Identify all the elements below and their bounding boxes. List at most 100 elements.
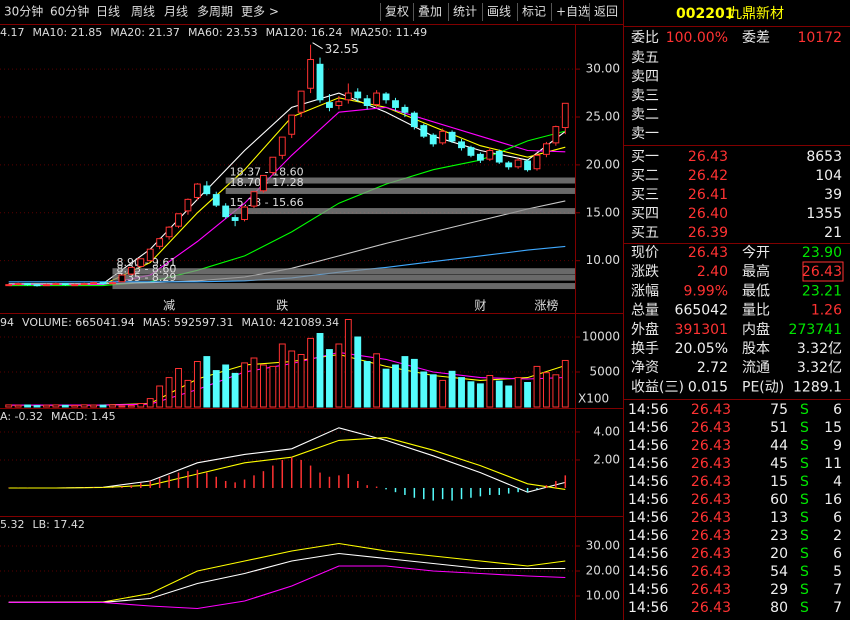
candle-body bbox=[61, 283, 69, 286]
bid-label: 买三 bbox=[631, 187, 659, 203]
toolbar-button[interactable]: +自选 bbox=[556, 5, 590, 19]
stat-value: 0.015 bbox=[688, 379, 728, 395]
candle-body bbox=[439, 130, 447, 144]
toolbar-tab[interactable]: 30分钟 bbox=[4, 4, 43, 19]
volume-bar bbox=[288, 350, 296, 408]
bid-volume: 1355 bbox=[806, 206, 842, 222]
volume-bar bbox=[61, 404, 69, 408]
candle-body bbox=[467, 147, 475, 156]
candle-body bbox=[156, 238, 164, 247]
toolbar-button[interactable]: 返回 bbox=[594, 5, 618, 19]
trade-side: S bbox=[800, 492, 809, 508]
trade-count: 5 bbox=[833, 564, 842, 580]
volume-bar bbox=[278, 343, 286, 408]
trade-side: S bbox=[800, 546, 809, 562]
candle-body bbox=[297, 90, 305, 113]
candle-body bbox=[335, 101, 343, 107]
candle-body bbox=[109, 282, 116, 285]
volume-bar bbox=[52, 404, 60, 408]
trade-time: 14:56 bbox=[628, 564, 668, 580]
volume-bar bbox=[33, 405, 41, 408]
band-label: 8.90 - 9.61 bbox=[116, 256, 176, 269]
candle-body bbox=[222, 205, 230, 218]
toolbar-button[interactable]: 复权 bbox=[385, 5, 409, 19]
trade-count: 6 bbox=[833, 546, 842, 562]
stat-value: 3.32亿 bbox=[797, 341, 842, 357]
bid-label: 买一 bbox=[631, 149, 659, 165]
toolbar-tab[interactable]: 日线 bbox=[96, 5, 120, 19]
y-tick-label: 10.00 bbox=[586, 253, 620, 267]
trade-time: 14:56 bbox=[628, 582, 668, 598]
candle-body bbox=[90, 282, 98, 285]
volume-bar bbox=[80, 404, 88, 408]
candle-body bbox=[495, 150, 503, 163]
volume-bar bbox=[90, 404, 98, 408]
candle-body bbox=[52, 283, 60, 286]
bid-label: 买四 bbox=[631, 206, 659, 222]
trade-volume: 44 bbox=[770, 438, 788, 454]
volume-bar bbox=[175, 368, 182, 408]
band-label: 18.37 - 18.60 bbox=[230, 166, 304, 179]
bid-price: 26.42 bbox=[688, 168, 728, 184]
event-marker[interactable]: 财 bbox=[474, 299, 486, 313]
trade-price: 26.43 bbox=[691, 546, 731, 562]
event-marker[interactable]: 涨榜 bbox=[534, 298, 558, 313]
y-tick-label: 4.00 bbox=[593, 424, 620, 438]
candle-body bbox=[392, 100, 399, 108]
candle-body bbox=[259, 174, 267, 192]
candle-body bbox=[326, 102, 333, 108]
candle-body bbox=[288, 114, 296, 135]
volume-bar bbox=[476, 383, 484, 408]
volume-bar bbox=[184, 379, 192, 408]
volume-bar bbox=[14, 404, 22, 408]
trade-count: 2 bbox=[833, 528, 842, 544]
candle-body bbox=[71, 284, 79, 287]
trade-time: 14:56 bbox=[628, 474, 668, 490]
volume-bar bbox=[231, 372, 239, 408]
event-marker[interactable]: 减 bbox=[163, 299, 175, 313]
toolbar-button[interactable]: 标记 bbox=[522, 5, 546, 19]
toolbar-tab[interactable]: 周线 bbox=[131, 5, 155, 19]
volume-bar bbox=[524, 382, 531, 408]
toolbar-tab[interactable]: 多周期 bbox=[197, 5, 233, 19]
trade-volume: 20 bbox=[770, 546, 788, 562]
legend-entry: 94 bbox=[0, 316, 14, 329]
stat-value: 3.32亿 bbox=[797, 360, 842, 376]
toolbar-button[interactable]: 统计 bbox=[453, 5, 477, 19]
trade-volume: 60 bbox=[770, 492, 788, 508]
toolbar-tab[interactable]: 60分钟 bbox=[50, 4, 89, 19]
toolbar-button[interactable]: 画线 bbox=[487, 5, 511, 19]
candle-body bbox=[80, 283, 88, 286]
volume-bar bbox=[467, 381, 475, 408]
band-label: 15.18 - 15.66 bbox=[230, 196, 304, 209]
trade-side: S bbox=[800, 510, 809, 526]
legend-entry: MA5: 592597.31 bbox=[143, 316, 234, 329]
toolbar-button[interactable]: 叠加 bbox=[418, 5, 442, 19]
trade-time: 14:56 bbox=[628, 600, 668, 616]
candle-body bbox=[193, 183, 201, 198]
y-tick-label: 30.00 bbox=[586, 62, 620, 76]
volume-bar bbox=[354, 336, 362, 408]
trade-count: 15 bbox=[824, 420, 842, 436]
candle-body bbox=[420, 125, 428, 137]
trade-count: 6 bbox=[833, 402, 842, 418]
y-tick-label: 10000 bbox=[582, 330, 620, 344]
toolbar-tab[interactable]: 月线 bbox=[164, 5, 188, 19]
volume-bar bbox=[373, 353, 381, 408]
stat-label: 流通 bbox=[742, 360, 770, 376]
trade-volume: 23 bbox=[770, 528, 788, 544]
high-box bbox=[802, 261, 844, 282]
volume-bar bbox=[24, 404, 32, 408]
peak-pointer bbox=[312, 42, 323, 50]
trade-time: 14:56 bbox=[628, 438, 668, 454]
stat-value: 1289.1 bbox=[793, 379, 842, 395]
volume-bar bbox=[439, 379, 447, 408]
volume-bar bbox=[297, 354, 305, 408]
toolbar-tab[interactable]: 更多 > bbox=[241, 5, 279, 19]
event-marker[interactable]: 跌 bbox=[276, 298, 288, 313]
bid-volume: 39 bbox=[824, 187, 842, 203]
volume-bar bbox=[222, 364, 230, 408]
candle-body bbox=[137, 258, 145, 267]
candle-body bbox=[476, 153, 484, 161]
